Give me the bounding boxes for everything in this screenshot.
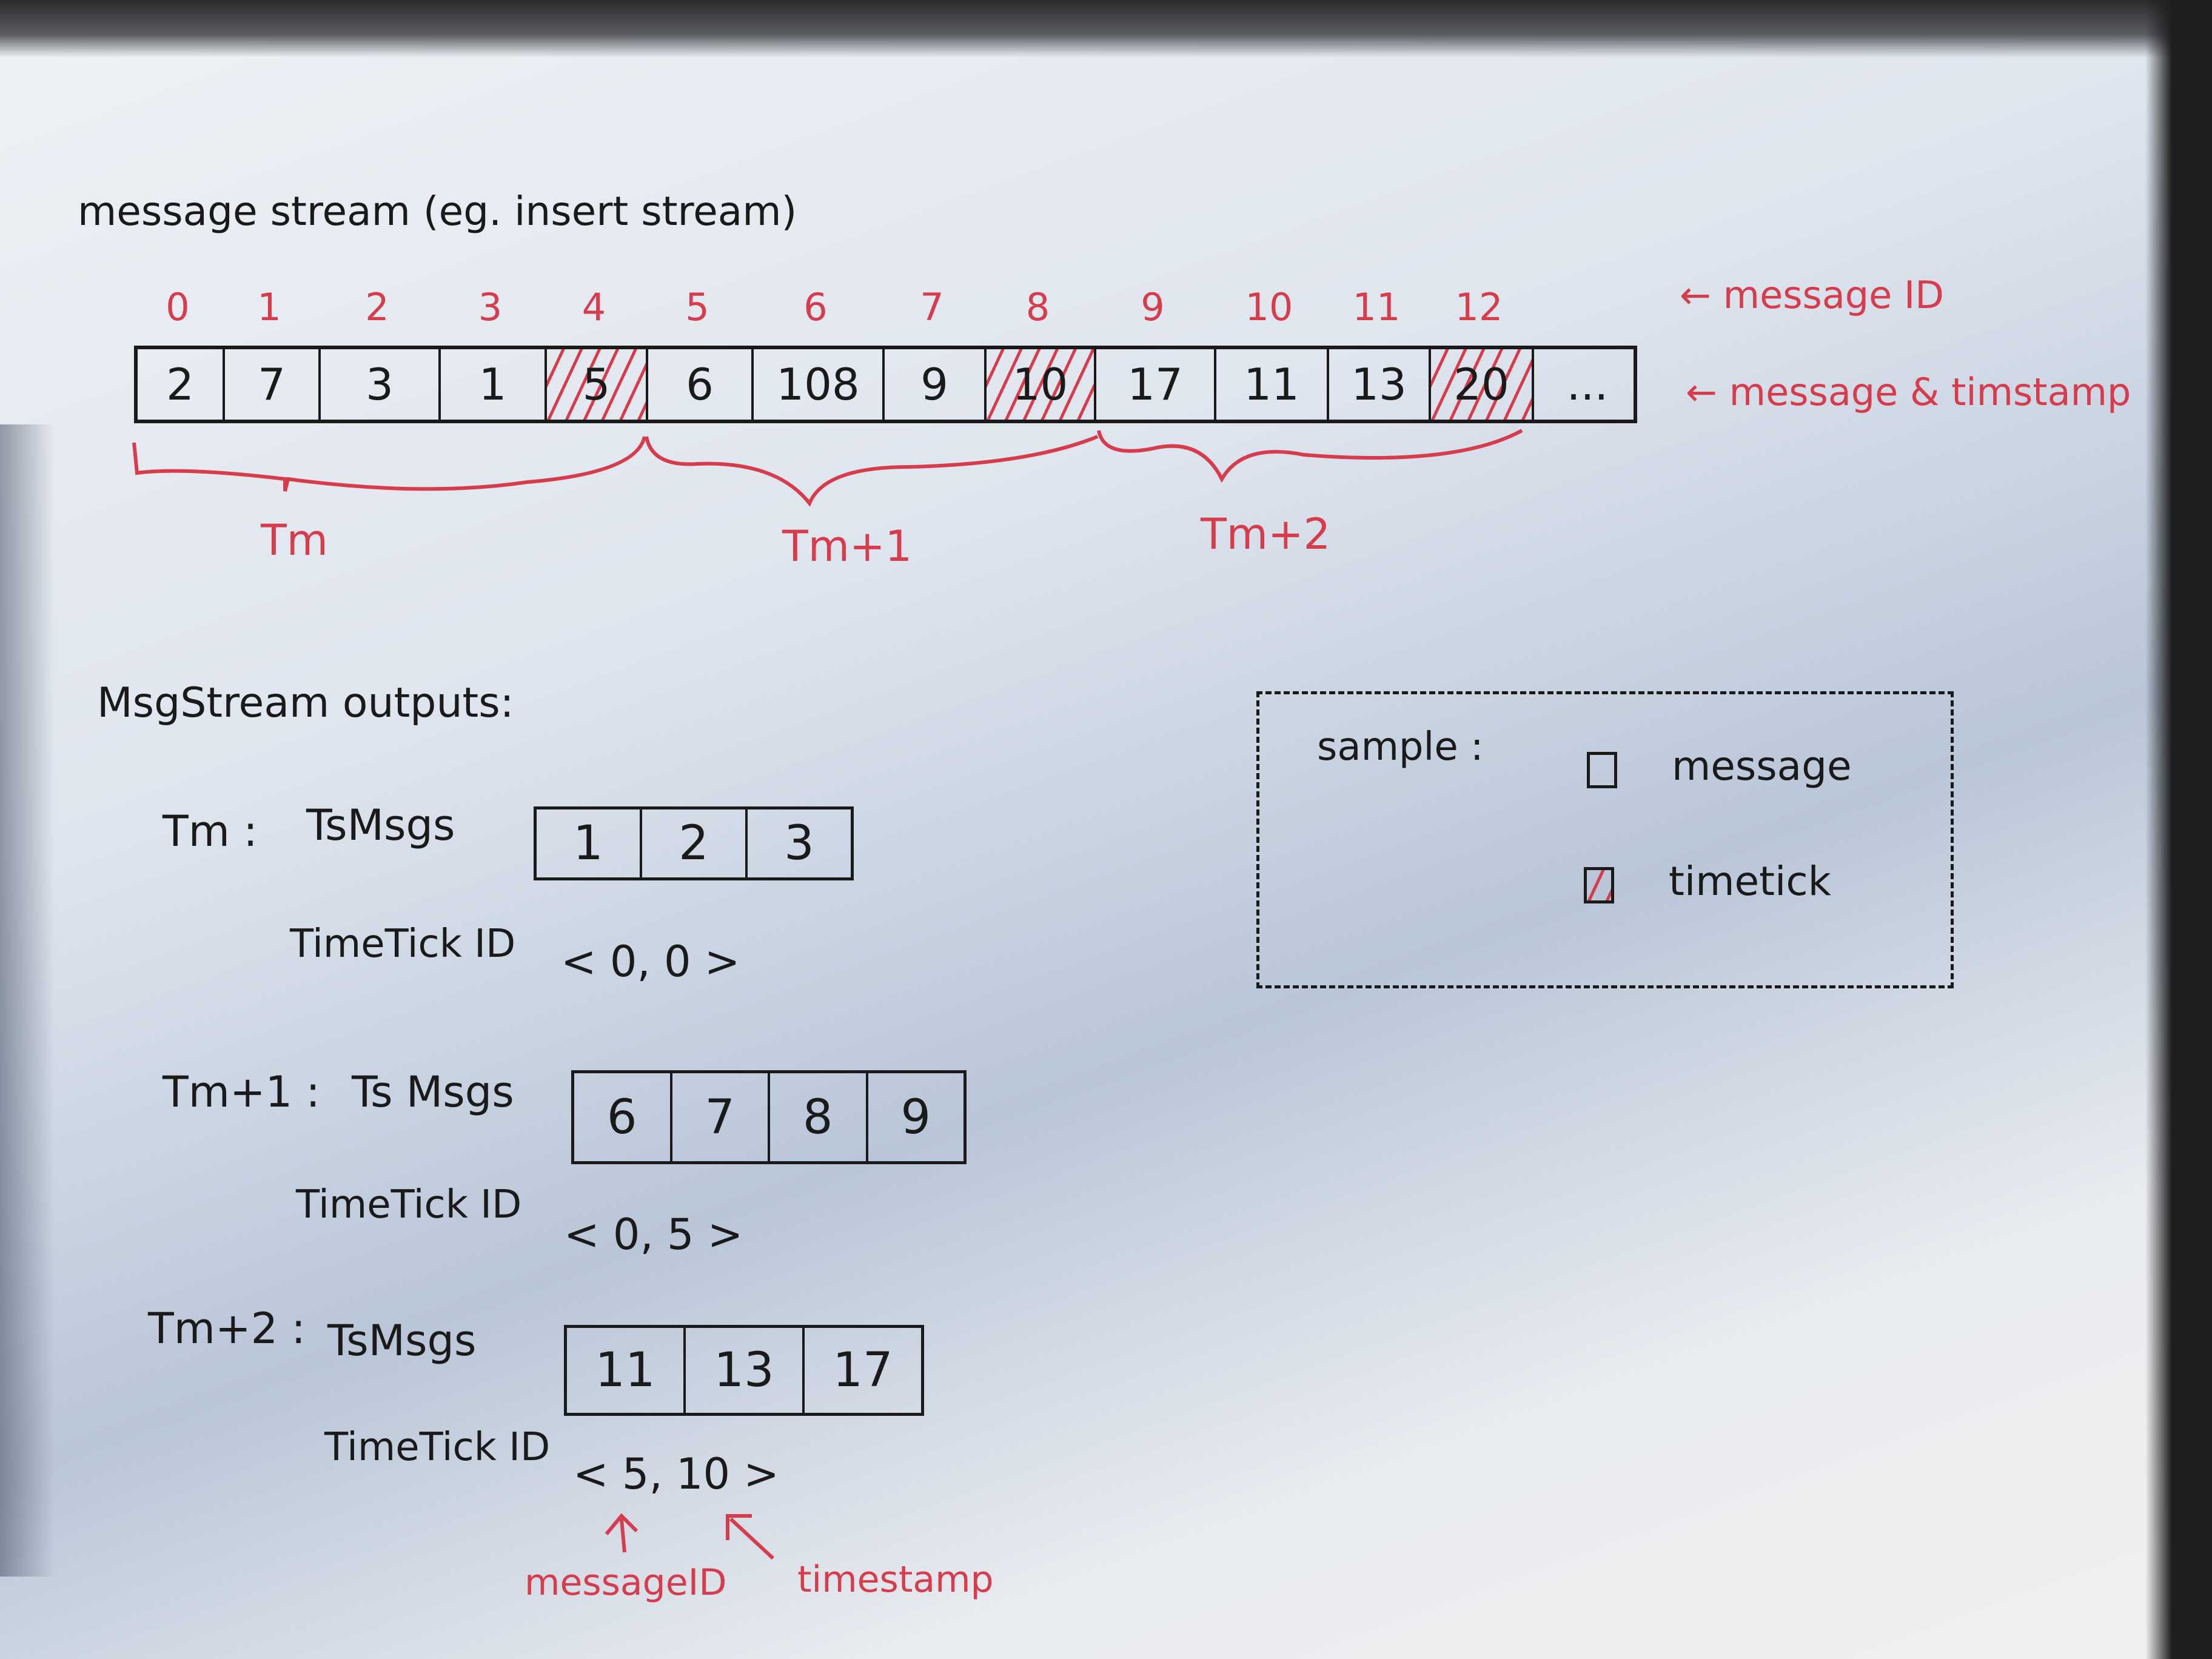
message-id-label: ← message ID [1680,273,1944,317]
tsmsgs-box-tm2: 11 13 17 [564,1325,924,1416]
message-cell: ... [1566,359,1609,410]
message-cell: 9 [885,349,987,420]
message-cell: 13 [1329,349,1431,420]
tsmsg-cell: 11 [567,1328,686,1413]
arrow-left-icon: ← [1680,273,1723,317]
message-id: 2 [365,285,389,329]
timetick-cell: 20 [1431,349,1534,420]
message-id: 4 [581,285,606,329]
message-timestamp-text: message & timstamp [1729,370,2131,414]
tsmsg-cell: 17 [833,1343,893,1398]
message-id-text: message ID [1723,273,1945,317]
tsmsg-cell: 9 [900,1090,931,1145]
annotation-message-id: messageID [525,1561,727,1604]
message-id: 0 [166,285,190,329]
message-id: 12 [1455,285,1503,329]
timetick-label: TimeTick ID [324,1425,551,1470]
group-label-tm1: Tm+1 [782,521,913,571]
message-cell: 2 [138,349,225,420]
shadow [0,424,55,1577]
timetick-value-tm: < 0, 0 > [561,937,740,987]
timetick-hatched-square-icon [1584,867,1614,903]
message-cell: 3 [321,349,441,420]
message-id: 11 [1352,285,1401,329]
diagram-title: message stream (eg. insert stream) [78,188,797,235]
tsmsg-cell: 6 [574,1073,672,1161]
tsmsg-cell: 3 [784,816,814,871]
timetick-label: TimeTick ID [290,922,516,967]
legend-title: sample : [1317,725,1484,769]
message-id: 9 [1141,285,1165,329]
message-cell: 17 [1096,349,1216,420]
message-id: 1 [257,285,281,329]
annotation-timestamp: timestamp [797,1558,994,1601]
output-label-tm1: Tm+1 : [163,1067,320,1117]
tsmsgs-label: Ts Msgs [352,1067,514,1117]
output-label-tm: Tm : [163,806,258,856]
message-timestamp-label: ← message & timstamp [1686,370,2131,414]
tsmsg-cell: 1 [537,809,642,877]
message-id: 6 [803,285,828,329]
brace-tm2 [1097,429,1523,483]
tsmsg-cell: 13 [686,1328,805,1413]
arrow-left-icon: ← [1686,370,1729,414]
photo-right-edge [2145,0,2212,1659]
message-cell: 7 [225,349,321,420]
timetick-cell: 5 [547,349,648,420]
message-cell: 1 [441,349,547,420]
tsmsg-cell: 8 [770,1073,868,1161]
tsmsg-cell: 7 [672,1073,770,1161]
timetick-value-tm2: < 5, 10 > [573,1449,779,1499]
timetick-value-tm1: < 0, 5 > [564,1210,743,1259]
brace-tm [132,436,646,492]
arrow-up-left-icon [726,1514,775,1560]
timetick-cell: 10 [987,349,1096,420]
timetick-label: TimeTick ID [296,1182,522,1227]
message-id: 3 [478,285,503,329]
tsmsgs-label: TsMsgs [327,1316,477,1366]
photo-top-edge [0,0,2212,58]
output-label-tm2: Tm+2 : [148,1304,306,1353]
tsmsgs-label: TsMsgs [306,800,455,850]
legend-box: sample : message timetick [1256,691,1954,988]
brace-tm1 [645,435,1099,507]
message-cell: 6 [648,349,754,420]
legend-timetick: timetick [1669,858,1831,905]
tsmsg-cell: 2 [642,809,748,877]
legend-message: message [1672,743,1852,789]
group-label-tm2: Tm+2 [1201,509,1331,559]
message-id: 7 [920,285,944,329]
arrow-up-icon [605,1513,638,1553]
message-id: 8 [1025,285,1050,329]
message-cell: 108 [754,349,885,420]
message-cell: 11 [1216,349,1329,420]
outputs-heading: MsgStream outputs: [97,679,514,727]
message-square-icon [1587,752,1617,788]
message-id: 10 [1245,285,1293,329]
message-stream: 2 7 3 1 5 6 108 9 10 17 11 13 20... [134,346,1637,423]
group-label-tm: Tm [261,515,328,565]
message-id: 5 [685,285,709,329]
